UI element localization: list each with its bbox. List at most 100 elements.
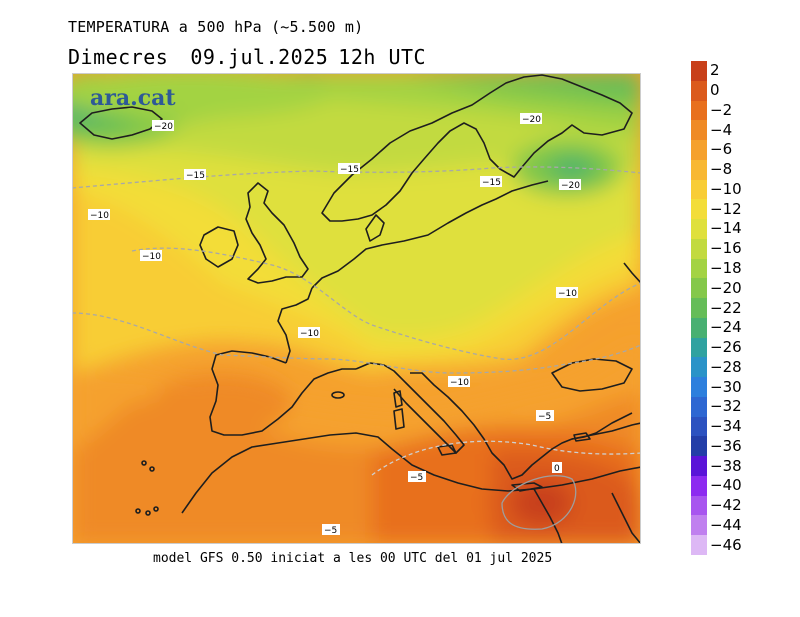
iberia-coast bbox=[209, 350, 356, 436]
colorbar-label: −28 bbox=[710, 357, 742, 376]
contour-label: −5 bbox=[408, 471, 426, 483]
svg-text:−10: −10 bbox=[300, 329, 319, 339]
colorbar-label: −10 bbox=[710, 179, 742, 198]
svg-text:−10: −10 bbox=[90, 211, 109, 221]
svg-text:−20: −20 bbox=[561, 181, 580, 191]
contour-label: −20 bbox=[559, 179, 581, 191]
colorbar-swatch bbox=[691, 100, 707, 121]
colorbar-swatch bbox=[691, 337, 707, 358]
sardinia-coast bbox=[393, 408, 405, 430]
forecast-day: Dimecres bbox=[68, 45, 169, 69]
contour-label: −15 bbox=[184, 169, 206, 181]
france-west-coast bbox=[277, 287, 313, 364]
svg-text:−15: −15 bbox=[340, 165, 359, 175]
map-date-line: Dimecres 09.jul.2025 12h UTC bbox=[68, 45, 448, 69]
colorbar-label: −34 bbox=[710, 417, 742, 436]
contour-label: −10 bbox=[88, 209, 110, 221]
colorbar-swatch bbox=[691, 219, 707, 240]
contour-label: −5 bbox=[536, 410, 554, 422]
turkey-coast bbox=[571, 422, 641, 440]
temperature-map: ara.cat −20 −15 −15 −20 −15 −20 −10 −10 … bbox=[72, 73, 641, 544]
colorbar-swatch bbox=[691, 317, 707, 339]
map-frame bbox=[72, 73, 641, 544]
colorbar-label: −30 bbox=[710, 377, 742, 396]
svg-text:−10: −10 bbox=[142, 252, 161, 262]
contour-label: −15 bbox=[480, 176, 502, 188]
contour-lines bbox=[72, 166, 641, 530]
colorbar-label: −12 bbox=[710, 199, 742, 218]
svg-text:−5: −5 bbox=[538, 412, 551, 422]
ireland-coast bbox=[199, 226, 239, 268]
svg-text:−20: −20 bbox=[522, 115, 541, 125]
colorbar-label: −8 bbox=[710, 160, 733, 179]
britain-coast bbox=[245, 182, 309, 284]
colorbar-swatch bbox=[691, 199, 707, 220]
colorbar-swatch bbox=[691, 515, 707, 536]
colorbar-swatch bbox=[691, 495, 707, 516]
north-coast bbox=[311, 180, 549, 289]
italy-coast bbox=[355, 362, 465, 454]
colorbar-swatch bbox=[691, 535, 707, 556]
svg-text:−5: −5 bbox=[324, 526, 337, 536]
contour-label: 0 bbox=[552, 462, 562, 474]
north-africa-coast bbox=[181, 432, 641, 514]
logo[interactable]: ara.cat bbox=[90, 85, 176, 111]
colorbar-label: −42 bbox=[710, 496, 742, 515]
denmark-coast bbox=[365, 214, 385, 242]
colorbar-label: 2 bbox=[710, 61, 720, 80]
contour-label: −20 bbox=[152, 120, 174, 132]
contour-label: −15 bbox=[338, 163, 360, 175]
colorbar-swatch bbox=[691, 238, 707, 260]
colorbar-label: −40 bbox=[710, 476, 742, 495]
colorbar-swatch bbox=[691, 278, 707, 299]
temperature-field bbox=[72, 73, 641, 544]
colorbar-label: −38 bbox=[710, 456, 742, 475]
colorbar-label: −44 bbox=[710, 515, 742, 534]
colorbar-swatch bbox=[691, 416, 707, 437]
colorbar-swatch bbox=[691, 436, 707, 457]
svg-text:−5: −5 bbox=[410, 473, 423, 483]
contour-label: −10 bbox=[140, 250, 162, 262]
colorbar-swatch bbox=[691, 179, 707, 200]
colorbar-swatch bbox=[691, 396, 707, 418]
canary-island bbox=[135, 508, 141, 514]
canary-island bbox=[149, 466, 155, 472]
svg-text:0: 0 bbox=[554, 464, 560, 474]
contour-label: −10 bbox=[448, 376, 470, 388]
colorbar-label: −18 bbox=[710, 258, 742, 277]
sicily-coast bbox=[437, 444, 457, 456]
colorbar-label: −2 bbox=[710, 100, 733, 119]
canary-island bbox=[153, 506, 159, 512]
colorbar-swatch bbox=[691, 456, 707, 477]
colorbar-swatch bbox=[691, 258, 707, 279]
svg-text:−10: −10 bbox=[558, 289, 577, 299]
colorbar-swatch bbox=[691, 80, 707, 101]
svg-text:−10: −10 bbox=[450, 378, 469, 388]
model-run-info: model GFS 0.50 iniciat a les 00 UTC del … bbox=[153, 551, 553, 566]
colorbar-swatch bbox=[691, 140, 707, 161]
contour-labels: −20 −15 −15 −20 −15 −20 −10 −10 −10 −10 … bbox=[88, 113, 581, 536]
svg-text:−15: −15 bbox=[482, 178, 501, 188]
colorbar-swatch bbox=[691, 298, 707, 319]
colorbar bbox=[691, 61, 707, 556]
colorbar-swatch bbox=[691, 61, 707, 82]
colorbar-swatch bbox=[691, 475, 707, 497]
iceland-coast bbox=[79, 106, 163, 140]
scandinavia-coast bbox=[321, 74, 633, 222]
balearic-islands bbox=[331, 391, 345, 399]
coastlines bbox=[79, 74, 641, 544]
cyprus-coast bbox=[573, 432, 591, 442]
canary-island bbox=[145, 510, 151, 516]
colorbar-swatch bbox=[691, 357, 707, 378]
colorbar-swatch bbox=[691, 159, 707, 181]
east-coast bbox=[623, 262, 641, 284]
crete-coast bbox=[511, 482, 543, 492]
svg-text:−15: −15 bbox=[186, 171, 205, 181]
colorbar-label: −36 bbox=[710, 436, 742, 455]
forecast-time: 12h UTC bbox=[338, 45, 427, 69]
contour-label: −20 bbox=[520, 113, 542, 125]
colorbar-label: −14 bbox=[710, 219, 742, 238]
colorbar-label: −22 bbox=[710, 298, 742, 317]
colorbar-label: −4 bbox=[710, 120, 733, 139]
